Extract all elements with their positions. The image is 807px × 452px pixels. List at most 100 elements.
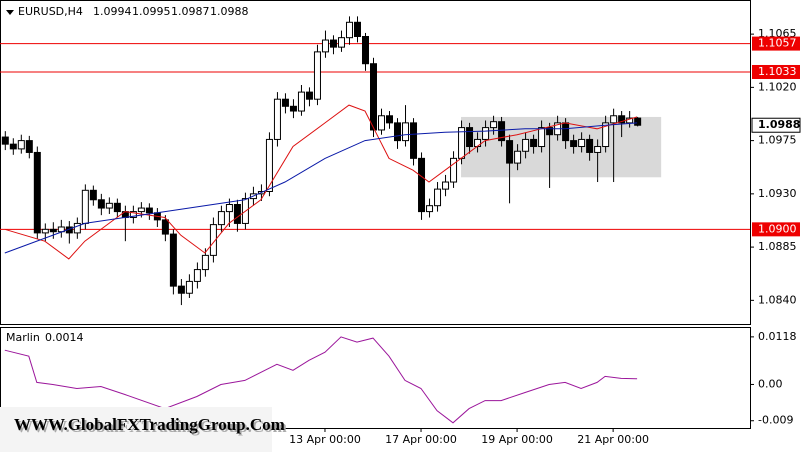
candle-body (313, 51, 321, 100)
watermark-shadow: WWW.GlobalFXTradingGroup.Com (16, 417, 287, 436)
candle-body (434, 188, 442, 207)
candle-body (177, 285, 185, 294)
candle-body (538, 127, 546, 148)
indicator-frame (0, 327, 751, 429)
price-label: 1.0988 (758, 118, 800, 131)
candle-body (209, 224, 217, 256)
candle-body (161, 219, 169, 235)
candle-body (386, 115, 394, 124)
candle-body (337, 37, 345, 48)
candle-body (1, 136, 9, 145)
symbol: EURUSD,H4 (18, 5, 83, 18)
candle-body (369, 63, 377, 131)
candle-body (49, 228, 57, 233)
candle-body (217, 211, 225, 226)
candle-body (394, 122, 402, 142)
plot-layer: 1.10651.10201.09751.09301.08851.08401.10… (0, 16, 801, 446)
candle-body (193, 269, 201, 282)
candle-body (602, 122, 610, 148)
y-tick-label: 1.0885 (758, 240, 797, 253)
candle-body (281, 98, 289, 107)
price-tag (751, 117, 801, 133)
candle-body (201, 254, 209, 271)
candle-body (329, 39, 337, 48)
candle-body (145, 207, 153, 214)
candle-body (305, 91, 313, 100)
candle-body (265, 138, 273, 192)
candle-body (570, 140, 578, 148)
candle-body (9, 143, 17, 150)
candle-body (514, 150, 522, 164)
candle-body (169, 233, 177, 287)
candle-body (97, 199, 105, 209)
candle-body (474, 138, 482, 148)
candle-body (378, 115, 386, 131)
candle-body (361, 35, 369, 65)
level-label: 1.0900 (758, 222, 797, 235)
candle-body (562, 122, 570, 142)
candle-body (73, 222, 81, 234)
y-tick-label: 0.0118 (758, 330, 797, 343)
y-tick-label: 1.0840 (758, 293, 797, 306)
open: 1.0994 (93, 5, 132, 18)
candle-body (345, 21, 353, 39)
candle-body (129, 211, 137, 219)
candle-body (289, 105, 297, 112)
candle-body (498, 121, 506, 142)
candle-body (33, 151, 41, 234)
candle-body (634, 117, 642, 126)
candle-body (233, 204, 241, 224)
indicator-value: 0.0014 (45, 331, 84, 344)
y-tick-label: 1.0930 (758, 187, 797, 200)
candle-body (442, 181, 450, 190)
y-tick-label: 1.1020 (758, 80, 797, 93)
x-tick-label: 13 Apr 00:00 (289, 433, 361, 446)
candle-body (137, 207, 145, 213)
candle-body (418, 157, 426, 213)
indicator-name: Marlin (6, 331, 40, 344)
candle-body (185, 280, 193, 294)
candle-body (402, 122, 410, 142)
level-tag (752, 222, 800, 237)
level-label: 1.1057 (758, 37, 797, 50)
watermark-box (0, 407, 272, 452)
candle-body (490, 121, 498, 129)
watermark-text: WWW.GlobalFXTradingGroup.Com (14, 415, 285, 434)
candle-body (273, 98, 281, 140)
candle-body (353, 21, 361, 37)
candle-body (546, 127, 554, 136)
close: 1.0988 (210, 5, 249, 18)
candle-body (618, 115, 626, 124)
y-tick-label: 0.00 (758, 377, 783, 390)
moving-average (4, 122, 638, 254)
candle-body (225, 204, 233, 213)
x-tick-label: 19 Apr 00:00 (481, 433, 553, 446)
candle-body (17, 140, 25, 150)
candle-body (594, 146, 602, 153)
candle-body (105, 202, 113, 209)
candle-body (41, 228, 49, 234)
level-tag (752, 36, 800, 51)
candle-body (89, 189, 97, 201)
level-label: 1.1033 (758, 65, 797, 78)
candle-body (610, 115, 618, 124)
candle-body (321, 39, 329, 53)
candle-body (482, 127, 490, 140)
candle-body (530, 138, 538, 148)
main-frame (0, 0, 751, 325)
candle-body (426, 205, 434, 213)
candle-body (450, 157, 458, 183)
candle-body (81, 189, 89, 224)
candle-body (586, 138, 594, 153)
high: 1.0995 (132, 5, 171, 18)
candle-body (113, 202, 121, 213)
watermark: WWW.GlobalFXTradingGroup.Com WWW.GlobalF… (0, 407, 287, 452)
low: 1.0987 (171, 5, 210, 18)
y-tick-label: 1.0975 (758, 134, 797, 147)
candle-body (578, 138, 586, 148)
moving-average (4, 104, 638, 260)
y-tick-label: -0.009 (758, 414, 793, 427)
candle-body (466, 127, 474, 148)
indicator-line (4, 336, 638, 424)
